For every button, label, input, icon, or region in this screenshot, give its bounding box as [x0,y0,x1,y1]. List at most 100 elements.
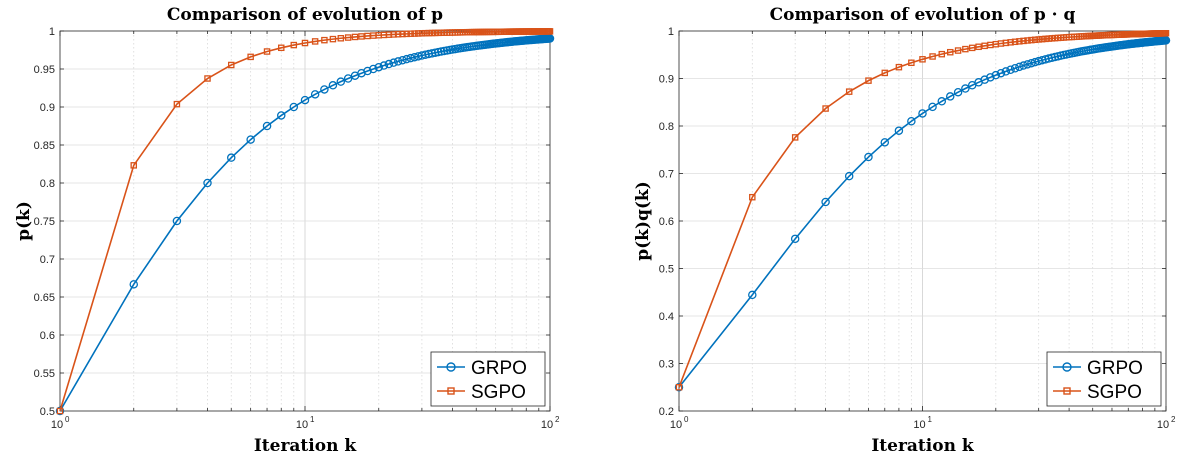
data-point [1038,35,1046,43]
chart-title: Comparison of evolution of p [167,5,443,25]
data-point [1035,36,1042,43]
data-point [546,28,554,35]
data-point [328,81,338,90]
data-point [300,95,310,105]
chart-title: Comparison of evolution of p · q [770,5,1076,25]
data-point [374,62,384,72]
x-tick-exponent: 1 [310,415,315,424]
y-tick-label: 0.75 [34,216,55,228]
data-point [389,58,398,67]
data-point [262,121,272,131]
data-point [358,33,365,40]
y-tick-label: 1 [49,26,55,38]
legend-label: GRPO [1087,358,1143,379]
data-point [337,35,345,42]
grid [679,31,1166,411]
x-tick-exponent: 1 [928,415,933,424]
legend-marker [447,387,455,395]
y-tick-label: 0.8 [659,121,674,133]
legend-box [430,351,546,407]
data-point [996,68,1006,78]
data-point [407,30,414,37]
y-tick-label: 0.9 [659,74,674,86]
y-tick-label: 0.7 [40,254,55,266]
data-point [379,61,389,70]
x-tick-exponent: 0 [684,415,689,424]
data-point [203,178,212,188]
data-point [928,102,937,112]
data-point [173,100,181,108]
data-point [1020,37,1027,45]
data-point [427,49,437,58]
y-tick-label: 0.3 [659,359,674,371]
data-point [172,216,182,226]
data-point [56,407,64,415]
data-point [821,197,830,207]
data-point [1015,62,1024,72]
data-point [422,29,429,37]
data-point [393,57,403,66]
data-point [311,38,319,45]
legend-box [1046,351,1162,407]
data-point [545,34,555,43]
data-point [844,171,854,181]
y-tick-label: 0.5 [659,264,674,276]
y-tick-label: 1 [668,26,674,38]
data-point [845,88,853,95]
y-tick-label: 0.85 [34,140,55,152]
grid [60,31,550,411]
data-point [865,77,872,84]
y-tick-label: 0.95 [34,64,55,76]
legend-label: SGPO [1087,382,1142,403]
data-point [398,55,407,65]
data-point [363,66,372,76]
data-point [908,59,915,67]
data-point [301,39,309,47]
legend: GRPO SGPO [430,351,546,407]
data-point [945,92,955,101]
series-sgpo [675,29,1170,391]
x-tick-label: 10 [51,419,63,431]
data-point [946,48,954,56]
data-point [411,30,418,37]
x-axis-label: Iteration k [871,436,975,455]
data-point [263,48,271,55]
data-point [344,34,352,41]
data-point [919,56,926,63]
data-point [246,135,255,144]
x-tick-exponent: 2 [555,415,560,424]
data-point [247,53,254,61]
data-point [227,61,235,69]
legend: GRPO SGPO [1046,351,1162,407]
data-point [991,70,1001,80]
y-tick-label: 0.8 [40,178,55,190]
data-point [986,73,995,82]
data-point [1019,61,1028,70]
y-tick-label: 0.4 [659,311,674,323]
data-point [351,33,359,41]
data-point [1024,37,1031,44]
data-point [1023,60,1032,69]
y-tick-label: 0.6 [659,216,674,228]
y-tick-label: 0.65 [34,292,55,304]
data-point [748,290,757,300]
data-point [1031,36,1039,44]
data-point [894,126,904,135]
data-point [415,30,422,37]
x-axis-label: Iteration k [254,436,358,455]
data-point [403,30,410,38]
data-point [907,117,916,126]
data-point [320,85,329,94]
data-point [310,90,320,99]
y-tick-label: 0.55 [34,368,55,380]
x-tick-exponent: 2 [1171,415,1176,424]
data-point [1011,38,1019,46]
data-point [822,105,829,112]
data-point [953,87,963,97]
data-point [369,64,378,74]
data-point [864,152,873,162]
data-point [418,30,426,37]
